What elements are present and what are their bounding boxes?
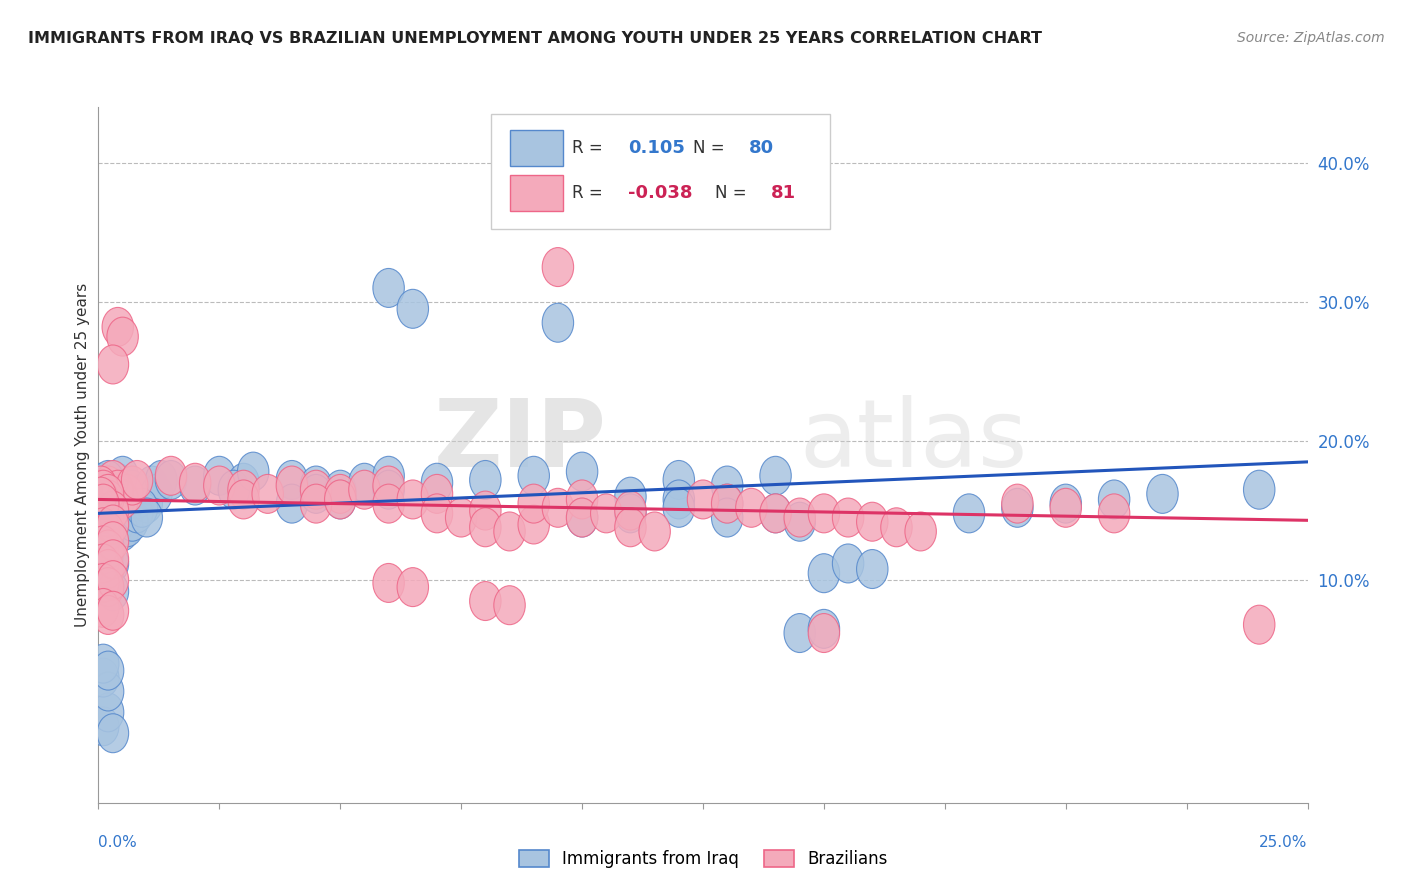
Text: N =: N = (693, 139, 730, 157)
FancyBboxPatch shape (492, 114, 830, 229)
Text: 25.0%: 25.0% (1260, 836, 1308, 850)
Text: N =: N = (716, 185, 752, 202)
Text: IMMIGRANTS FROM IRAQ VS BRAZILIAN UNEMPLOYMENT AMONG YOUTH UNDER 25 YEARS CORREL: IMMIGRANTS FROM IRAQ VS BRAZILIAN UNEMPL… (28, 31, 1042, 46)
Text: 80: 80 (749, 139, 775, 157)
Y-axis label: Unemployment Among Youth under 25 years: Unemployment Among Youth under 25 years (75, 283, 90, 627)
FancyBboxPatch shape (509, 130, 562, 166)
Text: Source: ZipAtlas.com: Source: ZipAtlas.com (1237, 31, 1385, 45)
Legend: Immigrants from Iraq, Brazilians: Immigrants from Iraq, Brazilians (512, 843, 894, 874)
Text: ZIP: ZIP (433, 395, 606, 487)
Text: R =: R = (572, 139, 609, 157)
Text: R =: R = (572, 185, 609, 202)
FancyBboxPatch shape (509, 175, 562, 211)
Text: -0.038: -0.038 (628, 185, 693, 202)
Text: atlas: atlas (800, 395, 1028, 487)
Text: 81: 81 (770, 185, 796, 202)
Text: 0.0%: 0.0% (98, 836, 138, 850)
Text: 0.105: 0.105 (628, 139, 685, 157)
